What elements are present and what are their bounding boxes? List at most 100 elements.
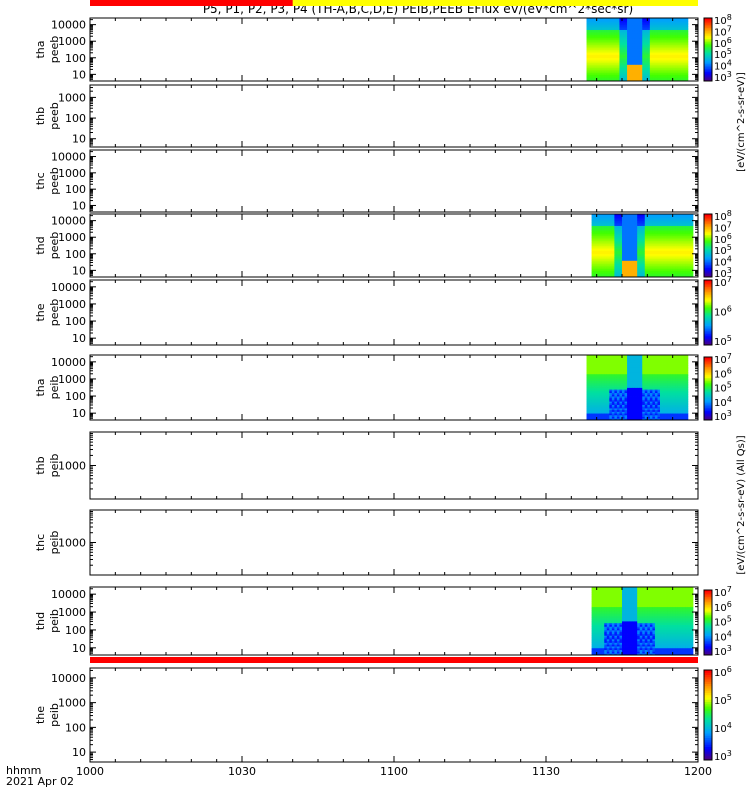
- spectrogram-cell: [690, 250, 694, 253]
- spectrogram-cell: [690, 252, 694, 255]
- spectrogram-cell: [644, 238, 648, 241]
- spectrogram-cell: [591, 79, 595, 82]
- spectrogram-cell: [654, 225, 658, 228]
- spectrogram-cell: [599, 220, 603, 223]
- spectrogram-cell: [672, 19, 676, 22]
- spectrogram-cell: [647, 22, 651, 26]
- spectrogram-cell: [642, 368, 646, 371]
- spectrogram-cell: [642, 217, 646, 220]
- spectrogram-cell: [677, 245, 681, 248]
- spectrogram-cell: [642, 394, 646, 397]
- spectrogram-cell: [599, 228, 603, 231]
- spectrogram-cell: [654, 51, 658, 54]
- spectrogram-cell: [682, 39, 686, 42]
- spectrogram-cell: [622, 237, 625, 240]
- spectrogram-cell: [652, 31, 656, 34]
- spectrogram-cell: [604, 220, 608, 223]
- spectrogram-cell: [616, 227, 620, 230]
- spectrogram-cell: [665, 61, 668, 64]
- spectrogram-cell: [654, 245, 658, 248]
- spectrogram-cell: [649, 257, 653, 260]
- spectrogram-cell: [599, 382, 603, 385]
- spectrogram-cell: [619, 235, 623, 238]
- spectrogram-cell: [660, 380, 663, 383]
- spectrogram-cell: [616, 408, 620, 411]
- spectrogram-cell: [616, 76, 620, 79]
- spectrogram-cell: [627, 382, 630, 385]
- spectrogram-cell: [690, 237, 694, 240]
- spectrogram-cell: [629, 245, 633, 248]
- spectrogram-cell: [599, 390, 603, 394]
- spectrogram-cell: [670, 225, 674, 228]
- spectrogram-cell: [649, 262, 653, 265]
- spectrogram-cell: [657, 72, 661, 75]
- spectrogram-cell: [606, 250, 610, 253]
- spectrogram-cell: [634, 24, 638, 27]
- spectrogram-cell: [604, 214, 608, 217]
- spectrogram-cell: [660, 413, 663, 416]
- spectrogram-cell: [652, 62, 656, 65]
- spectrogram-cell: [690, 272, 694, 275]
- spectrogram-cell: [682, 69, 686, 72]
- spectrogram-cell: [667, 232, 671, 235]
- spectrogram-cell: [690, 265, 694, 268]
- spectrogram-cell: [609, 42, 613, 45]
- spectrogram-cell: [604, 372, 608, 375]
- spectrogram-cell: [649, 41, 653, 44]
- spectrogram-cell: [604, 389, 608, 392]
- spectrogram-cell: [609, 394, 613, 397]
- spectrogram-cell: [644, 39, 648, 42]
- spectrogram-cell: [594, 42, 598, 45]
- spectrogram-cell: [596, 72, 600, 75]
- spectrogram-cell: [652, 233, 656, 236]
- spectrogram-cell: [680, 275, 684, 278]
- spectrogram-cell: [614, 232, 618, 235]
- spectrogram-cell: [629, 69, 633, 72]
- spectrogram-cell: [677, 49, 681, 52]
- spectrogram-cell: [637, 414, 641, 417]
- spectrogram-cell: [680, 218, 684, 222]
- colorbar-segment: [704, 314, 712, 317]
- spectrogram-cell: [680, 268, 684, 271]
- spectrogram-cell: [682, 267, 686, 270]
- spectrogram-cell: [594, 272, 598, 275]
- colorbar-segment: [704, 335, 712, 338]
- spectrogram-cell: [589, 62, 592, 65]
- spectrogram-cell: [657, 358, 661, 361]
- spectrogram-cell: [611, 377, 615, 380]
- spectrogram-cell: [599, 218, 603, 222]
- spectrogram-cell: [624, 377, 628, 380]
- spectrogram-cell: [634, 382, 638, 385]
- spectrogram-cell: [652, 358, 656, 361]
- spectrogram-cell: [632, 377, 636, 380]
- spectrogram-cell: [644, 49, 648, 52]
- spectrogram-cell: [599, 230, 603, 233]
- spectrogram-cell: [596, 227, 600, 230]
- spectrogram-cell: [667, 29, 671, 32]
- y-tick-label: 10: [72, 199, 86, 212]
- spectrogram-cell: [639, 411, 643, 414]
- spectrogram-cell: [624, 268, 628, 271]
- spectrogram-cell: [601, 27, 605, 31]
- spectrogram-cell: [657, 382, 661, 385]
- spectrogram-cell: [594, 61, 598, 64]
- spectrogram-cell: [601, 387, 605, 390]
- spectrogram-cell: [627, 275, 630, 278]
- spectrogram-cell: [609, 29, 613, 32]
- spectrogram-cell: [634, 368, 638, 371]
- spectrogram-cell: [627, 416, 630, 419]
- spectrogram-cell: [629, 355, 633, 358]
- spectrogram-cell: [637, 21, 641, 24]
- spectrogram-cell: [629, 375, 633, 378]
- spectrogram-cell: [614, 375, 618, 378]
- spectrogram-cell: [660, 372, 663, 375]
- spectrogram-cell: [637, 243, 641, 246]
- spectrogram-cell: [601, 375, 605, 378]
- spectrogram-cell: [652, 260, 656, 263]
- colorbar-segment: [704, 29, 712, 32]
- spectrogram-cell: [662, 24, 666, 27]
- colorbar-segment: [704, 273, 712, 276]
- spectrogram-cell: [662, 235, 666, 238]
- spectrogram-cell: [614, 26, 618, 29]
- spectrogram-cell: [634, 41, 638, 44]
